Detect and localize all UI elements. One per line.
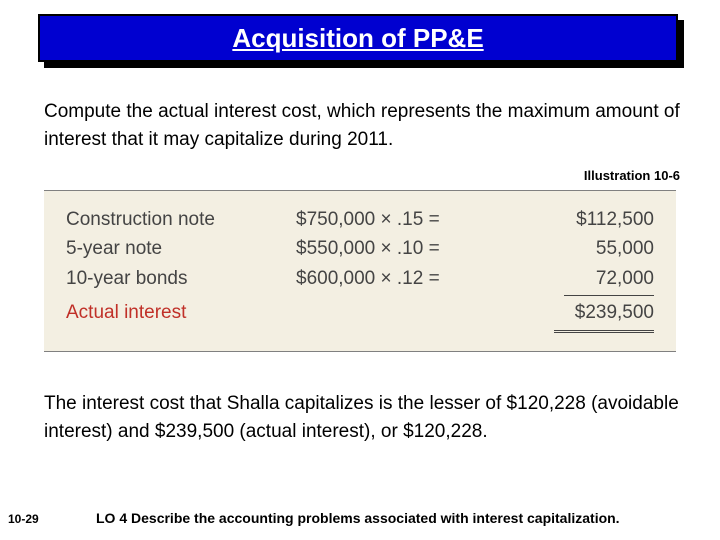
double-rule <box>554 330 654 333</box>
row-label: 5-year note <box>66 234 296 263</box>
row-calc: $550,000 × .10 = <box>296 234 526 263</box>
page-number: 10-29 <box>8 512 39 526</box>
intro-text: Compute the actual interest cost, which … <box>44 98 684 153</box>
illustration-label: Illustration 10-6 <box>584 168 680 183</box>
total-label: Actual interest <box>66 298 296 327</box>
conclusion-text: The interest cost that Shalla capitalize… <box>44 390 684 445</box>
total-value: $239,500 <box>526 298 654 327</box>
learning-objective: LO 4 Describe the accounting problems as… <box>96 510 716 526</box>
row-label: Construction note <box>66 205 296 234</box>
table-row: Construction note $750,000 × .15 = $112,… <box>66 205 654 234</box>
row-result: 55,000 <box>526 234 654 263</box>
subtotal-rule <box>564 295 654 296</box>
table-total-row: Actual interest $239,500 <box>66 298 654 327</box>
table-row: 10-year bonds $600,000 × .12 = 72,000 <box>66 264 654 293</box>
interest-table: Construction note $750,000 × .15 = $112,… <box>44 190 676 352</box>
table-row: 5-year note $550,000 × .10 = 55,000 <box>66 234 654 263</box>
row-label: 10-year bonds <box>66 264 296 293</box>
title-bar: Acquisition of PP&E <box>38 14 678 62</box>
page-title: Acquisition of PP&E <box>232 23 483 54</box>
row-calc: $600,000 × .12 = <box>296 264 526 293</box>
row-result: $112,500 <box>526 205 654 234</box>
row-calc: $750,000 × .15 = <box>296 205 526 234</box>
row-result: 72,000 <box>526 264 654 293</box>
